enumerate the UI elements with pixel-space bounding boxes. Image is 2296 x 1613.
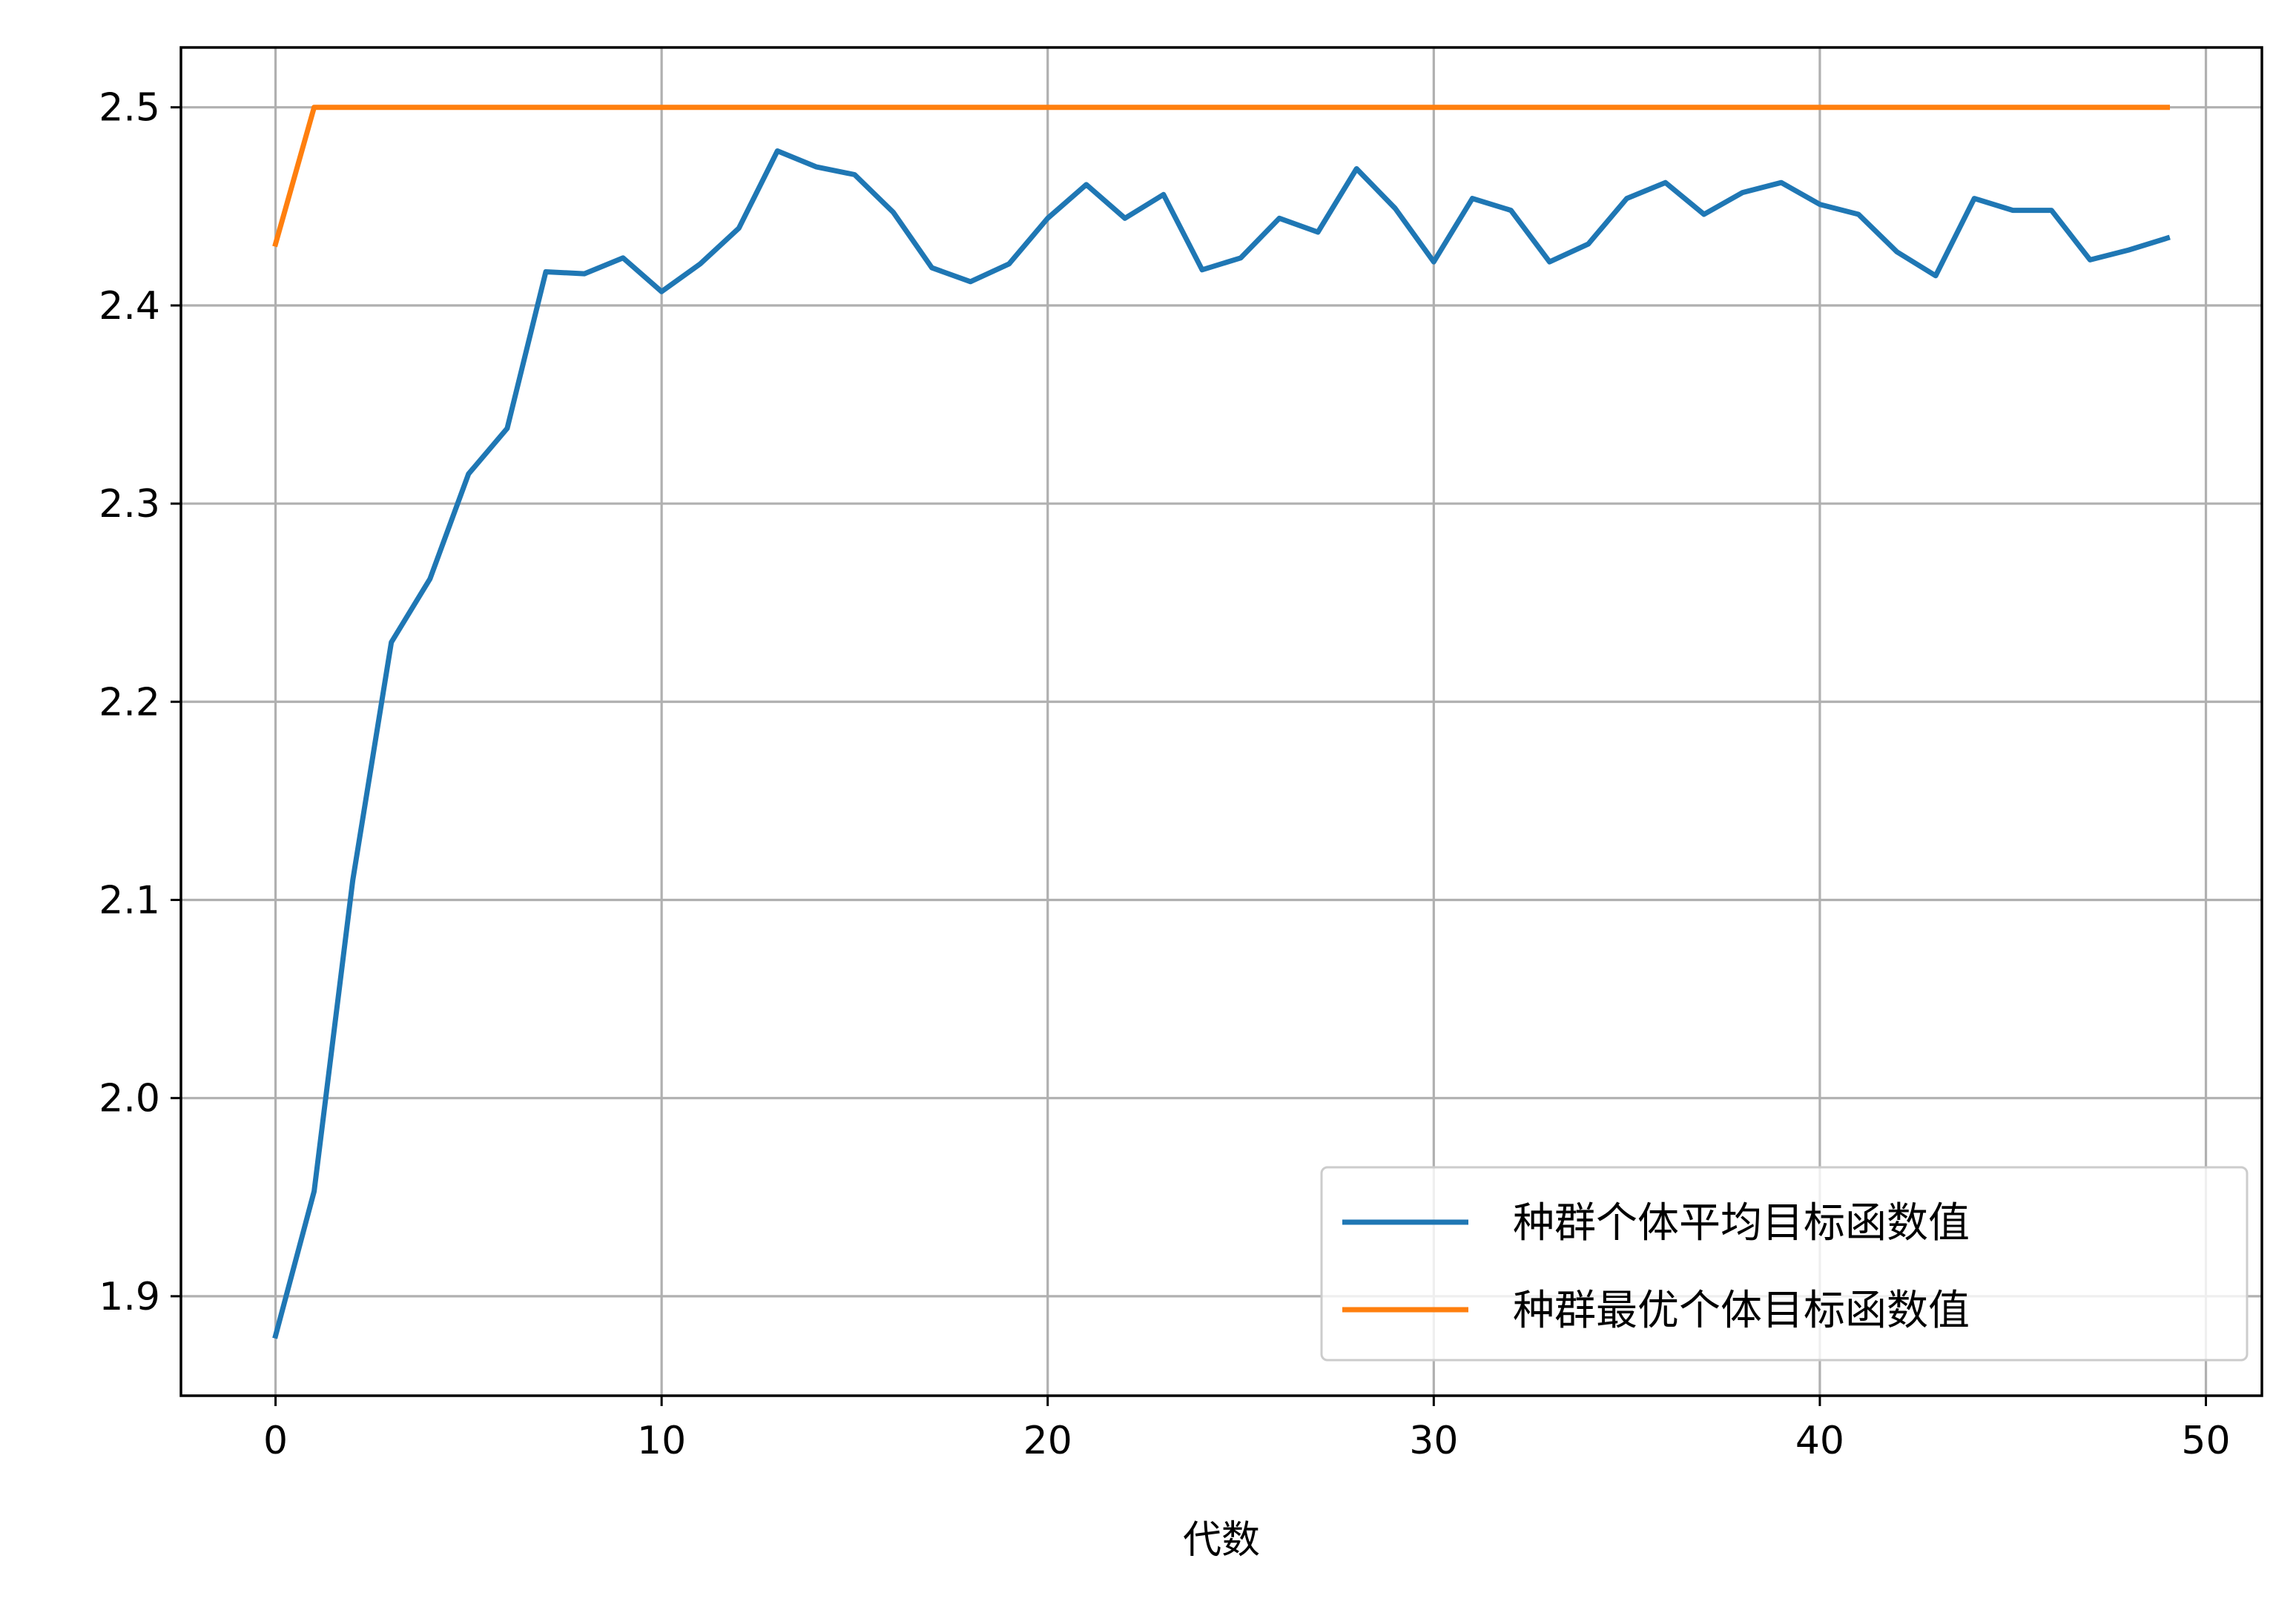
x-tick-label: 40 (1795, 1419, 1844, 1463)
legend: 种群个体平均目标函数值 种群最优个体目标函数值 (1320, 1166, 2249, 1362)
series-best-line (272, 105, 2170, 248)
legend-label-best: 种群最优个体目标函数值 (1513, 1287, 1970, 1335)
legend-label-mean: 种群个体平均目标函数值 (1513, 1199, 1970, 1247)
y-tick-label: 2.2 (99, 680, 160, 725)
x-tick-label: 10 (637, 1419, 686, 1463)
axis-ticks: 0 10 20 30 40 50 1.9 2.0 2.1 2.2 2.3 2.4 2.5 (99, 86, 2230, 1463)
x-tick-label: 30 (1409, 1419, 1458, 1463)
y-tick-label: 2.1 (99, 878, 160, 923)
y-tick-label: 1.9 (99, 1275, 160, 1319)
legend-box (1320, 1166, 2249, 1362)
plot-frame (179, 46, 2263, 1397)
x-tick-label: 50 (2181, 1419, 2230, 1463)
y-tick-label: 2.5 (99, 86, 160, 131)
series-lines (272, 105, 2171, 1339)
y-tick-label: 2.0 (99, 1077, 160, 1121)
series-mean-line (272, 148, 2171, 1339)
x-axis-label: 代数 (1183, 1518, 1260, 1563)
x-tick-label: 20 (1023, 1419, 1072, 1463)
y-tick-label: 2.4 (99, 284, 160, 329)
x-tick-label: 0 (263, 1419, 288, 1463)
y-tick-label: 2.3 (99, 482, 160, 527)
